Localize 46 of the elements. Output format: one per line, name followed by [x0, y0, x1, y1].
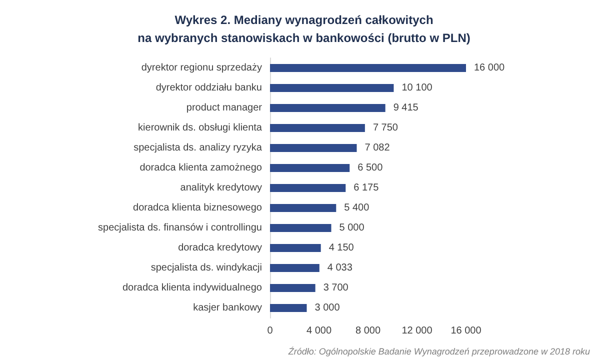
bar — [270, 144, 357, 152]
data-label: 7 750 — [372, 122, 398, 134]
y-tick-label: specjalista ds. finansów i controllingu — [98, 222, 262, 234]
bar — [270, 84, 394, 92]
bar — [270, 184, 346, 192]
bar — [270, 284, 316, 292]
data-label: 5 000 — [339, 222, 365, 234]
bar — [270, 244, 321, 252]
y-tick-label: doradca klienta indywidualnego — [122, 282, 262, 294]
y-tick-label: dyrektor regionu sprzedaży — [141, 62, 262, 74]
x-tick-label: 12 000 — [402, 326, 433, 336]
y-tick-label: doradca kredytowy — [178, 242, 262, 254]
bar — [270, 224, 332, 232]
data-label: 3 000 — [314, 302, 340, 314]
data-label: 10 100 — [402, 82, 433, 94]
bar — [270, 64, 466, 72]
y-tick-label: doradca klienta zamożnego — [140, 162, 262, 174]
bar — [270, 124, 365, 132]
y-tick-label: doradca klienta biznesowego — [133, 202, 262, 214]
x-tick-label: 8 000 — [355, 326, 381, 336]
y-tick-label: analityk kredytowy — [180, 182, 262, 194]
bar — [270, 204, 336, 212]
bar — [270, 104, 386, 112]
x-tick-label: 0 — [267, 326, 274, 336]
data-label: 6 175 — [354, 182, 380, 194]
x-tick-label: 16 000 — [450, 326, 482, 336]
data-label: 7 082 — [364, 142, 390, 154]
bar — [270, 164, 350, 172]
chart-title: Wykres 2. Mediany wynagrodzeń całkowitych na wybranych stanowiskach w bankowości (brutto w PLN) — [138, 13, 470, 45]
y-tick-label: product manager — [186, 102, 263, 114]
data-label: 5 400 — [344, 202, 370, 214]
data-label: 3 700 — [323, 282, 349, 294]
bar — [270, 264, 320, 272]
data-label: 9 415 — [393, 102, 419, 114]
y-tick-label: specjalista ds. analizy ryzyka — [134, 142, 262, 154]
x-tick-label: 4 000 — [306, 326, 332, 336]
y-tick-label: specjalista ds. windykacji — [150, 262, 262, 274]
text: Źródło: Ogólnopolskie Badanie Wynagrodzeń przeprowadzone w 2018 roku — [287, 346, 590, 356]
y-tick-label: dyrektor oddziału banku — [156, 82, 262, 94]
data-label: 4 033 — [327, 262, 353, 274]
y-tick-label: kierownik ds. obsługi klienta — [138, 122, 262, 134]
y-tick-label: kasjer bankowy — [193, 302, 262, 314]
data-label: 16 000 — [474, 62, 506, 74]
bar — [270, 304, 307, 312]
data-label: 4 150 — [328, 242, 354, 254]
data-label: 6 500 — [358, 162, 384, 174]
